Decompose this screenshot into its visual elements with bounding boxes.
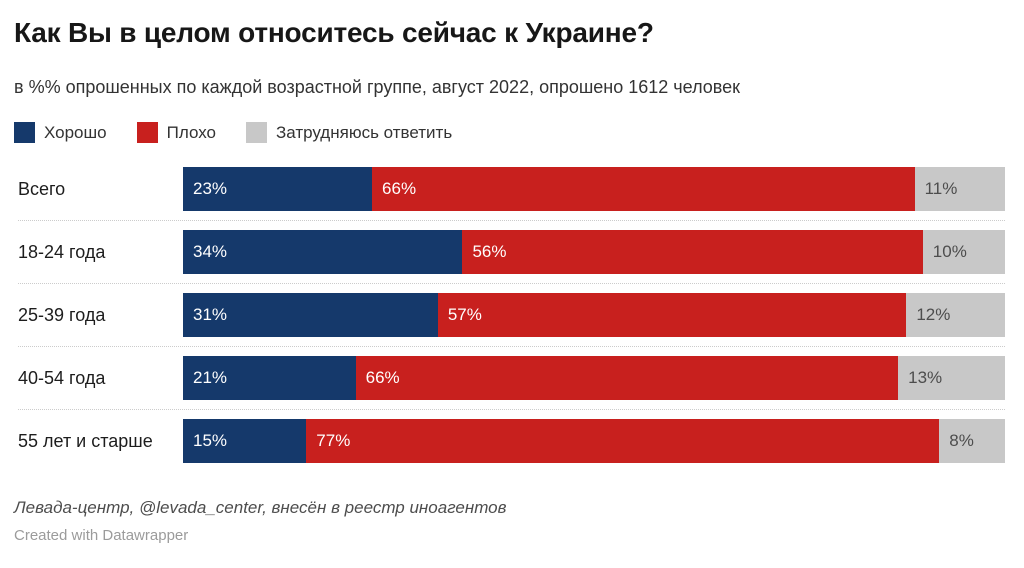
chart-title: Как Вы в целом относитесь сейчас к Украи… bbox=[14, 17, 654, 48]
legend-label: Плохо bbox=[166, 122, 216, 142]
segment-value-label: 34% bbox=[193, 242, 228, 262]
segment-value-label: 12% bbox=[916, 305, 951, 325]
segment-value-label: 56% bbox=[472, 242, 507, 262]
legend-item: Хорошо bbox=[14, 122, 107, 144]
bar-segment: 10% bbox=[922, 230, 1005, 275]
stacked-bar-chart: Всего 23% 66% 11% 18-24 года 34% 56% 10% 25-39 г… bbox=[18, 158, 1005, 472]
bar-segment: 56% bbox=[462, 230, 923, 275]
bar-segment: 77% bbox=[306, 419, 940, 464]
source-note: Левада-центр, @levada_center, внесён в р… bbox=[14, 498, 507, 518]
segment-value-label: 10% bbox=[932, 242, 967, 262]
chart-row: 55 лет и старше 15% 77% 8% bbox=[18, 410, 1005, 472]
legend-label: Хорошо bbox=[44, 122, 107, 142]
chart-row: 25-39 года 31% 57% 12% bbox=[18, 284, 1005, 348]
segment-value-label: 66% bbox=[382, 179, 417, 199]
chart-subtitle: в %% опрошенных по каждой возрастной гру… bbox=[14, 76, 741, 97]
segment-value-label: 23% bbox=[193, 179, 228, 199]
stacked-bar: 23% 66% 11% bbox=[183, 167, 1005, 212]
bar-segment: 23% bbox=[183, 167, 373, 212]
bar-segment: 66% bbox=[372, 167, 915, 212]
segment-value-label: 57% bbox=[447, 305, 482, 325]
bar-segment: 13% bbox=[898, 356, 1005, 401]
row-label: 40-54 года bbox=[18, 367, 106, 388]
bar-segment: 57% bbox=[437, 293, 907, 338]
bar-segment: 31% bbox=[183, 293, 438, 338]
chart-row: 18-24 года 34% 56% 10% bbox=[18, 221, 1005, 285]
segment-value-label: 77% bbox=[316, 431, 351, 451]
bar-segment: 66% bbox=[355, 356, 899, 401]
legend-swatch-icon bbox=[14, 122, 35, 144]
row-label: Всего bbox=[18, 178, 66, 199]
datawrapper-attribution: Created with Datawrapper bbox=[14, 527, 189, 545]
bar-segment: 8% bbox=[939, 419, 1005, 464]
row-label: 18-24 года bbox=[18, 241, 106, 262]
segment-value-label: 66% bbox=[365, 368, 400, 388]
chart-footer: Левада-центр, @levada_center, внесён в р… bbox=[14, 498, 1024, 545]
bar-segment: 12% bbox=[906, 293, 1005, 338]
legend-item: Плохо bbox=[136, 122, 216, 144]
bar-segment: 11% bbox=[914, 167, 1005, 212]
bar-segment: 34% bbox=[183, 230, 463, 275]
segment-value-label: 8% bbox=[949, 431, 974, 451]
segment-value-label: 15% bbox=[193, 431, 228, 451]
segment-value-label: 31% bbox=[193, 305, 228, 325]
legend-swatch-icon bbox=[136, 122, 158, 144]
segment-value-label: 21% bbox=[193, 368, 228, 388]
stacked-bar: 15% 77% 8% bbox=[183, 419, 1005, 464]
legend-label: Затрудняюсь ответить bbox=[275, 122, 453, 142]
stacked-bar: 31% 57% 12% bbox=[183, 293, 1005, 338]
row-label: 25-39 года bbox=[18, 304, 106, 325]
row-label: 55 лет и старше bbox=[18, 430, 153, 451]
bar-segment: 21% bbox=[183, 356, 356, 401]
stacked-bar: 21% 66% 13% bbox=[183, 356, 1005, 401]
chart-row: Всего 23% 66% 11% bbox=[18, 158, 1005, 222]
legend-swatch-icon bbox=[245, 122, 267, 144]
chart-row: 40-54 года 21% 66% 13% bbox=[18, 347, 1005, 411]
stacked-bar: 34% 56% 10% bbox=[183, 230, 1005, 275]
segment-value-label: 13% bbox=[908, 368, 943, 388]
legend-item: Затрудняюсь ответить bbox=[245, 122, 453, 144]
legend: Хорошо Плохо Затрудняюсь ответить bbox=[14, 122, 1024, 144]
chart-header: Как Вы в целом относитесь сейчас к Украи… bbox=[0, 0, 1024, 98]
bar-segment: 15% bbox=[183, 419, 307, 464]
segment-value-label: 11% bbox=[924, 179, 958, 199]
